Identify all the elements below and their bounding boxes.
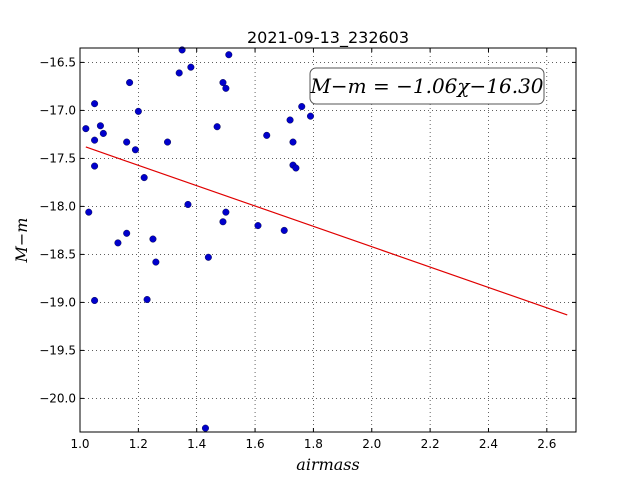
data-point (123, 229, 131, 237)
data-point (91, 136, 99, 144)
data-point (213, 123, 221, 131)
data-point (91, 162, 99, 170)
x-tick-label: 2.0 (362, 437, 381, 451)
fit-line-group (85, 146, 568, 316)
chart-title: 2021-09-13_232603 (247, 28, 409, 48)
annotation-text: M−m = −1.06χ−16.30 (309, 74, 543, 98)
fit-annotation: M−m = −1.06χ−16.30 (309, 67, 545, 105)
y-tick-label: −20.0 (39, 391, 76, 405)
grid (80, 48, 576, 432)
data-point (96, 122, 104, 130)
y-tick-label: −17.0 (39, 103, 76, 117)
y-axis-label: M−m (12, 218, 31, 264)
data-point (91, 296, 99, 304)
x-tick-label: 1.4 (187, 437, 206, 451)
data-point (222, 208, 230, 216)
y-tick-label: −19.0 (39, 295, 76, 309)
x-tick-label: 1.8 (304, 437, 323, 451)
data-point (280, 226, 288, 234)
y-tick-label: −18.0 (39, 199, 76, 213)
data-point (175, 69, 183, 77)
data-point (219, 79, 227, 87)
data-point (91, 100, 99, 108)
annotation-box (309, 67, 545, 105)
data-point (184, 200, 192, 208)
data-point (140, 174, 148, 182)
axis-ticks: 1.0 1.2 1.4 1.6 1.8 2.0 2.2 2.4 2.6 −16.5 −17.0 −17… (39, 48, 576, 451)
data-point (201, 424, 209, 432)
data-point (152, 258, 160, 266)
data-point (204, 253, 212, 261)
y-tick-label: −19.5 (39, 343, 76, 357)
data-point (219, 218, 227, 226)
data-point (254, 222, 262, 230)
x-axis-label: airmass (296, 455, 359, 474)
plot-frame (79, 47, 577, 433)
data-point (123, 138, 131, 146)
data-point (164, 138, 172, 146)
x-tick-label: 1.6 (246, 437, 265, 451)
fit-line (85, 146, 568, 316)
y-tick-label: −17.5 (39, 151, 76, 165)
data-point (263, 131, 271, 139)
data-point (289, 138, 297, 146)
y-tick-label: −16.5 (39, 55, 76, 69)
data-point (149, 235, 157, 243)
data-points (82, 46, 314, 432)
data-point (298, 103, 306, 111)
data-point (187, 63, 195, 71)
data-point (292, 164, 300, 172)
x-tick-label: 2.4 (479, 437, 498, 451)
data-point (134, 107, 142, 115)
data-point (222, 84, 230, 92)
x-tick-label: 1.0 (70, 437, 89, 451)
data-point (225, 51, 233, 59)
data-point (143, 296, 151, 304)
x-tick-label: 2.2 (421, 437, 440, 451)
data-point (131, 146, 139, 154)
data-point (286, 116, 294, 124)
y-tick-label: −18.5 (39, 247, 76, 261)
data-point (126, 79, 134, 87)
data-point (306, 112, 314, 120)
data-point (114, 239, 122, 247)
x-tick-label: 1.2 (129, 437, 148, 451)
data-point (99, 129, 107, 137)
data-point (85, 208, 93, 216)
x-tick-label: 2.6 (537, 437, 556, 451)
data-point (82, 125, 90, 133)
